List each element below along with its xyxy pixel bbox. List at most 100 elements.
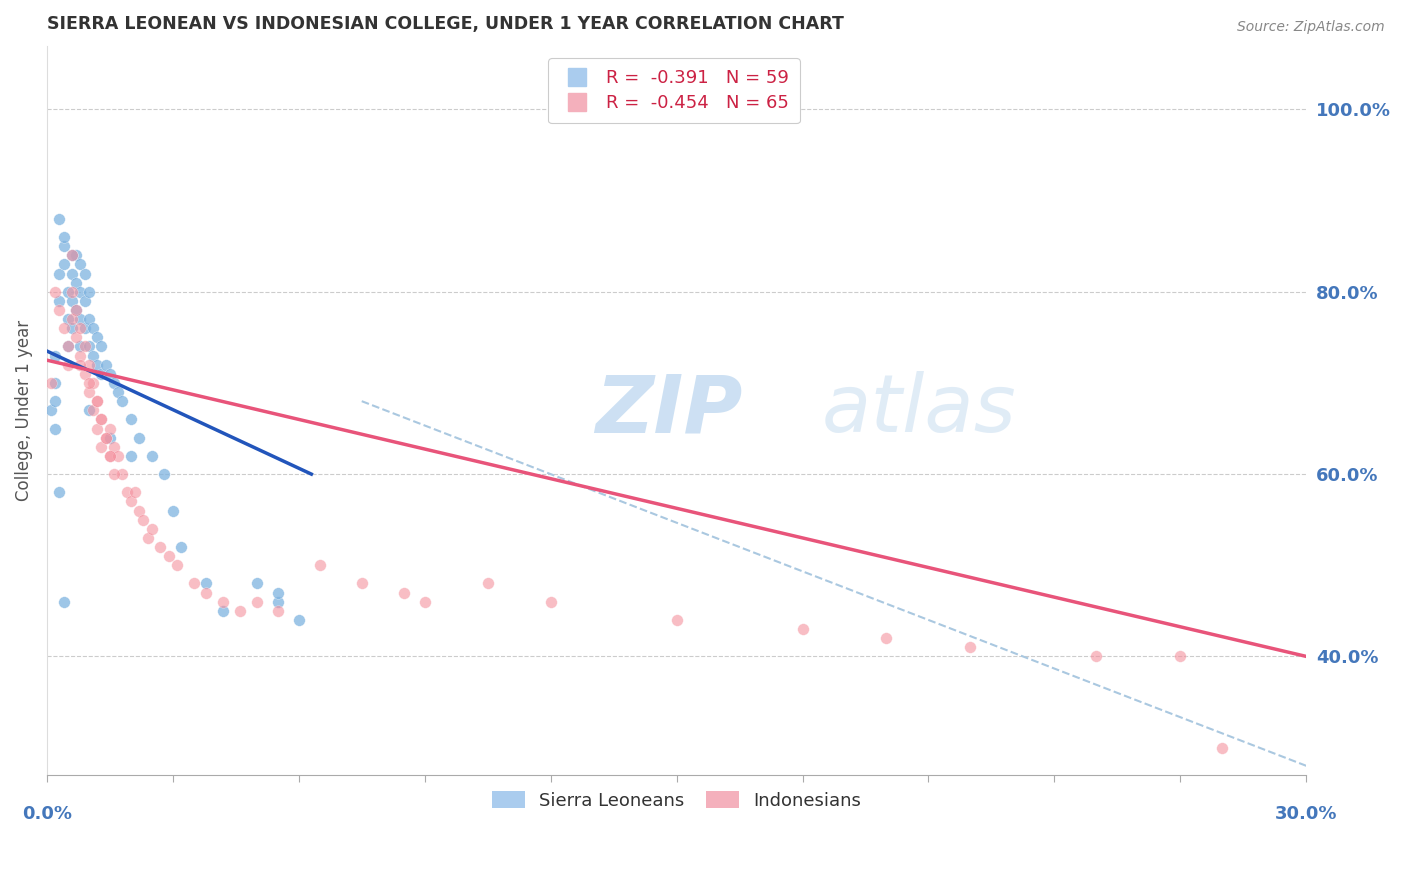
Point bbox=[60, 248, 83, 262]
Point bbox=[94, 358, 117, 372]
Text: atlas: atlas bbox=[821, 371, 1017, 450]
Point bbox=[44, 349, 66, 363]
Point bbox=[60, 248, 83, 262]
Point bbox=[77, 403, 100, 417]
Point bbox=[69, 257, 91, 271]
Point bbox=[90, 367, 112, 381]
Point bbox=[48, 303, 70, 318]
Point bbox=[48, 485, 70, 500]
Legend: Sierra Leoneans, Indonesians: Sierra Leoneans, Indonesians bbox=[485, 784, 868, 817]
Point bbox=[56, 339, 79, 353]
Point bbox=[56, 358, 79, 372]
Point bbox=[52, 230, 75, 244]
Point bbox=[120, 494, 142, 508]
Point bbox=[69, 339, 91, 353]
Point bbox=[48, 211, 70, 226]
Point bbox=[350, 576, 373, 591]
Point bbox=[65, 303, 87, 318]
Point bbox=[56, 285, 79, 299]
Point bbox=[128, 503, 150, 517]
Point bbox=[65, 276, 87, 290]
Point bbox=[86, 358, 108, 372]
Point bbox=[212, 604, 235, 618]
Text: SIERRA LEONEAN VS INDONESIAN COLLEGE, UNDER 1 YEAR CORRELATION CHART: SIERRA LEONEAN VS INDONESIAN COLLEGE, UN… bbox=[46, 15, 844, 33]
Point bbox=[69, 349, 91, 363]
Point bbox=[392, 585, 415, 599]
Point bbox=[308, 558, 330, 573]
Point bbox=[413, 595, 436, 609]
Point bbox=[52, 257, 75, 271]
Point bbox=[103, 376, 125, 390]
Text: ZIP: ZIP bbox=[595, 371, 742, 450]
Point bbox=[60, 267, 83, 281]
Text: Source: ZipAtlas.com: Source: ZipAtlas.com bbox=[1237, 20, 1385, 34]
Point bbox=[44, 394, 66, 409]
Point bbox=[39, 376, 62, 390]
Point bbox=[86, 421, 108, 435]
Text: 30.0%: 30.0% bbox=[1275, 805, 1337, 823]
Point bbox=[73, 321, 96, 335]
Point bbox=[77, 358, 100, 372]
Point bbox=[82, 321, 104, 335]
Point bbox=[132, 513, 155, 527]
Point bbox=[69, 285, 91, 299]
Point bbox=[48, 267, 70, 281]
Point bbox=[1085, 649, 1108, 664]
Point bbox=[60, 285, 83, 299]
Point bbox=[94, 431, 117, 445]
Point bbox=[65, 303, 87, 318]
Point bbox=[665, 613, 688, 627]
Point bbox=[124, 485, 146, 500]
Point bbox=[98, 367, 121, 381]
Point bbox=[90, 339, 112, 353]
Point bbox=[115, 485, 138, 500]
Point bbox=[52, 321, 75, 335]
Point bbox=[77, 339, 100, 353]
Point bbox=[60, 321, 83, 335]
Point bbox=[65, 330, 87, 344]
Point bbox=[60, 312, 83, 326]
Point bbox=[44, 421, 66, 435]
Point bbox=[77, 385, 100, 400]
Point bbox=[195, 585, 218, 599]
Point bbox=[98, 449, 121, 463]
Point bbox=[246, 576, 269, 591]
Point bbox=[90, 440, 112, 454]
Text: 0.0%: 0.0% bbox=[22, 805, 72, 823]
Point bbox=[195, 576, 218, 591]
Point bbox=[82, 349, 104, 363]
Point bbox=[162, 503, 184, 517]
Point bbox=[141, 449, 163, 463]
Point bbox=[86, 394, 108, 409]
Point bbox=[267, 585, 290, 599]
Point bbox=[153, 467, 176, 482]
Point bbox=[39, 403, 62, 417]
Point bbox=[120, 449, 142, 463]
Point bbox=[73, 367, 96, 381]
Point bbox=[477, 576, 499, 591]
Point bbox=[52, 595, 75, 609]
Point bbox=[166, 558, 188, 573]
Point bbox=[183, 576, 205, 591]
Point bbox=[157, 549, 180, 563]
Point bbox=[94, 431, 117, 445]
Point bbox=[44, 285, 66, 299]
Y-axis label: College, Under 1 year: College, Under 1 year bbox=[15, 319, 32, 501]
Point bbox=[107, 449, 129, 463]
Point bbox=[98, 431, 121, 445]
Point bbox=[128, 431, 150, 445]
Point bbox=[792, 622, 814, 636]
Point bbox=[959, 640, 981, 655]
Point bbox=[246, 595, 269, 609]
Point bbox=[540, 595, 562, 609]
Point bbox=[82, 403, 104, 417]
Point bbox=[120, 412, 142, 426]
Point bbox=[73, 267, 96, 281]
Point bbox=[60, 293, 83, 308]
Point bbox=[44, 376, 66, 390]
Point bbox=[48, 293, 70, 308]
Point bbox=[98, 449, 121, 463]
Point bbox=[52, 239, 75, 253]
Point bbox=[77, 376, 100, 390]
Point bbox=[103, 467, 125, 482]
